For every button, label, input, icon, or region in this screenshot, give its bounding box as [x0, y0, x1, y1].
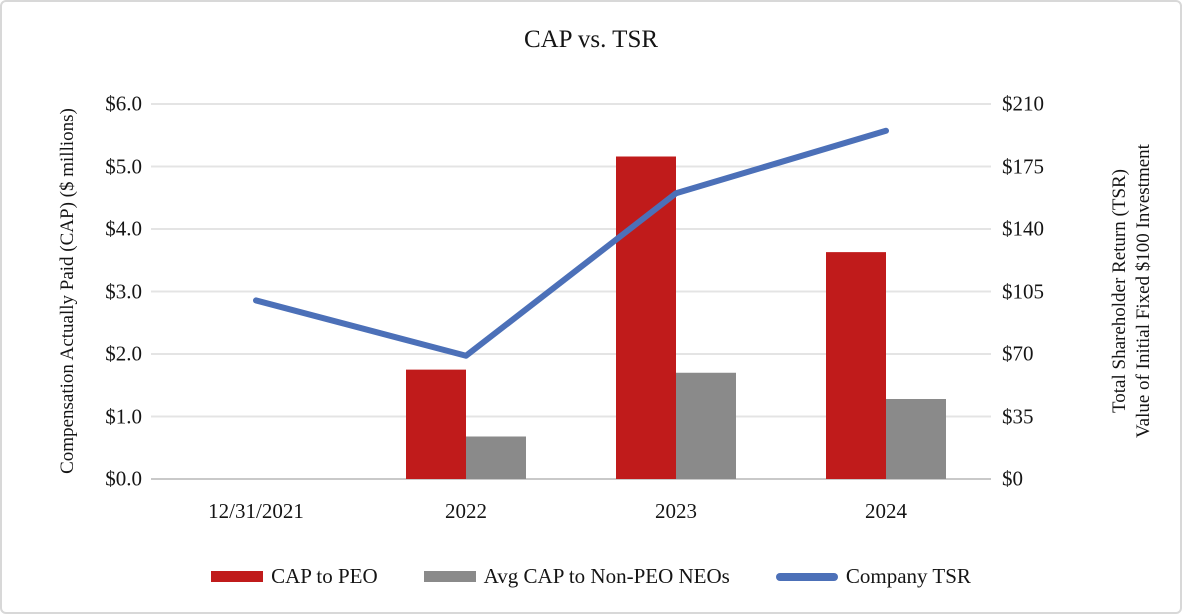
left-axis-tick: $4.0 — [105, 216, 142, 241]
x-axis-label: 2024 — [865, 499, 907, 523]
line-legend-marker — [775, 572, 838, 581]
x-axis-label: 2022 — [445, 499, 487, 523]
left-axis-tick: $1.0 — [105, 404, 142, 428]
bar-legend-marker — [211, 571, 264, 582]
left-axis-tick: $2.0 — [105, 341, 142, 366]
right-axis-tick: $175 — [1002, 154, 1044, 178]
bar-avg-cap-to-non-peo-neos — [676, 372, 736, 479]
legend-label: Avg CAP to Non-PEO NEOs — [483, 564, 730, 588]
x-axis-label: 12/31/2021 — [208, 499, 304, 523]
right-axis-tick: $140 — [1002, 216, 1044, 241]
legend-label: CAP to PEO — [271, 564, 378, 588]
right-axis-title-line2: Value of Initial Fixed $100 Investment — [1133, 144, 1154, 438]
bar-legend-marker — [423, 571, 476, 582]
right-axis-title: Total Shareholder Return (TSR) Value of … — [1108, 144, 1156, 438]
x-axis-label: 2023 — [655, 499, 697, 523]
bar-avg-cap-to-non-peo-neos — [466, 436, 526, 479]
bar-cap-to-peo — [616, 156, 676, 479]
plot-area — [151, 103, 991, 480]
bar-avg-cap-to-non-peo-neos — [886, 399, 946, 479]
right-axis-tick: $105 — [1002, 279, 1044, 303]
left-axis-tick: $5.0 — [105, 154, 142, 178]
left-axis-tick: $0.0 — [105, 466, 142, 491]
right-axis-tick: $35 — [1002, 404, 1034, 428]
legend-item-cap-to-peo: CAP to PEO — [211, 564, 378, 589]
bar-cap-to-peo — [826, 252, 886, 479]
right-axis-tick: $70 — [1002, 341, 1034, 366]
left-axis-tick: $6.0 — [105, 91, 142, 116]
left-axis-tick: $3.0 — [105, 279, 142, 303]
left-axis-title: Compensation Actually Paid (CAP) ($ mill… — [57, 108, 78, 474]
legend-label: Company TSR — [845, 564, 971, 588]
right-axis-tick: $0 — [1002, 466, 1023, 491]
chart-title: CAP vs. TSR — [523, 26, 659, 53]
legend: CAP to PEO Avg CAP to Non-PEO NEOs Company… — [2, 564, 1180, 589]
bar-cap-to-peo — [406, 369, 466, 479]
company-tsr-line — [253, 127, 889, 359]
legend-item-company-tsr: Company TSR — [775, 564, 971, 589]
legend-item-avg-cap-to-non-peo-neos: Avg CAP to Non-PEO NEOs — [423, 564, 730, 589]
right-axis-tick: $210 — [1002, 91, 1044, 116]
right-axis-title-line1: Total Shareholder Return (TSR) — [1109, 168, 1130, 414]
